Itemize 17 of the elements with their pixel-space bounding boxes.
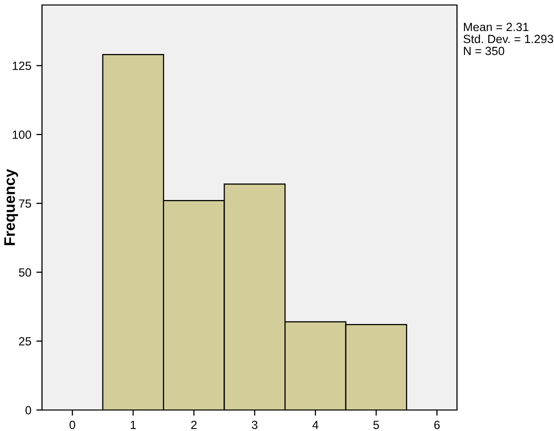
x-tick-label: 0 (70, 420, 76, 430)
x-tick-label: 4 (312, 420, 318, 429)
y-tick-label: 50 (18, 268, 32, 277)
x-tick-label: 2 (191, 420, 197, 429)
y-tick-label: 125 (12, 62, 32, 70)
text: Mean = 2.31 (464, 22, 528, 32)
x-tick-label: 6 (434, 420, 440, 430)
y-tick-label: 75 (19, 200, 32, 208)
x-tick-label: 5 (373, 420, 379, 430)
x-tick-label: 1 (130, 420, 136, 429)
y-tick-label: 0 (25, 406, 32, 414)
text: N = 350 (464, 46, 504, 56)
y-axis-title: Frequency (4, 168, 18, 246)
y-tick-label: 100 (12, 130, 32, 139)
y-tick-label: 25 (19, 337, 32, 346)
text: Std. Dev. = 1.293 (464, 34, 554, 44)
x-tick-label: 3 (252, 420, 258, 430)
